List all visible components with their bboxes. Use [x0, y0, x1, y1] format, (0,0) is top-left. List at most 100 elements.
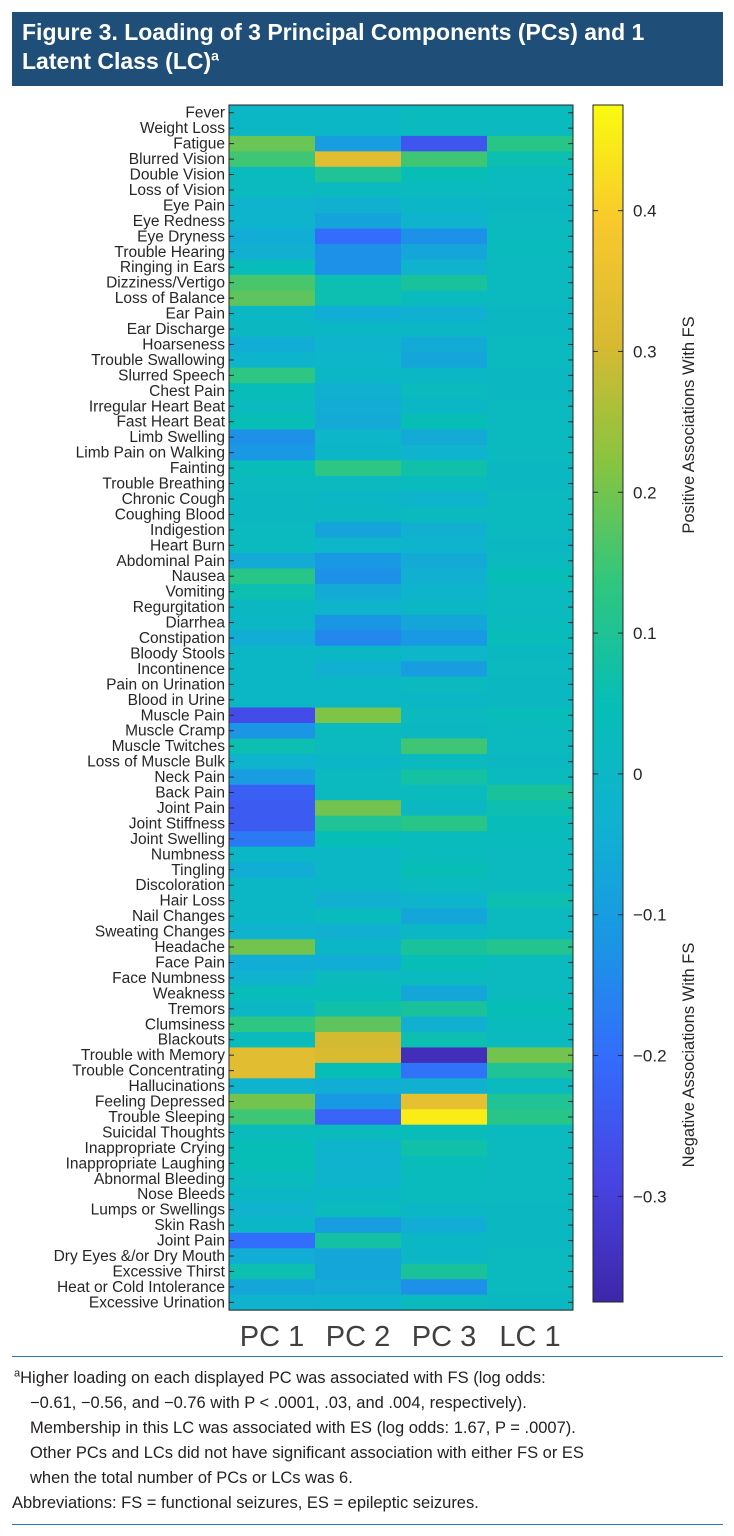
row-label: Double Vision — [130, 167, 225, 184]
heatmap-cells — [228, 104, 574, 1311]
heatmap-cell — [229, 336, 316, 353]
heatmap-cell — [315, 429, 402, 446]
heatmap-cell — [487, 305, 574, 322]
heatmap-cell — [229, 1263, 316, 1280]
heatmap-cell — [487, 1078, 574, 1095]
row-label: Weakness — [153, 985, 225, 1002]
heatmap-cell — [401, 923, 488, 940]
heatmap-cell — [229, 522, 316, 539]
heatmap-cell — [229, 537, 316, 554]
heatmap-cell — [487, 336, 574, 353]
heatmap-cell — [315, 367, 402, 384]
row-label: Fainting — [170, 460, 225, 477]
heatmap-cell — [487, 352, 574, 369]
heatmap-cell — [401, 1279, 488, 1296]
row-label: Trouble Breathing — [102, 476, 225, 493]
heatmap-cell — [401, 908, 488, 925]
row-label: Trouble Swallowing — [91, 352, 225, 369]
heatmap-cell — [401, 1232, 488, 1249]
heatmap-cell — [487, 583, 574, 600]
heatmap-cell — [487, 414, 574, 430]
heatmap-cell — [401, 1062, 488, 1079]
heatmap-cell — [315, 661, 402, 678]
row-label: Blood in Urine — [128, 692, 225, 709]
heatmap-cell — [315, 738, 402, 755]
heatmap-cell — [315, 707, 402, 724]
heatmap-cell — [487, 120, 574, 137]
heatmap-cell — [487, 630, 574, 647]
heatmap-cell — [229, 367, 316, 384]
row-label: Fast Heart Beat — [116, 414, 225, 431]
heatmap-cell — [315, 475, 402, 492]
heatmap-cell — [401, 336, 488, 353]
heatmap-cell — [315, 630, 402, 647]
heatmap-cell — [487, 676, 574, 693]
heatmap-cell — [315, 398, 402, 415]
heatmap-cell — [487, 321, 574, 338]
heatmap-cell — [401, 1032, 488, 1048]
heatmap-cell — [487, 970, 574, 987]
heatmap-cell — [401, 290, 488, 307]
colorbar-gradient — [592, 104, 624, 1303]
row-label: Inappropriate Crying — [85, 1140, 225, 1157]
heatmap-cell — [229, 753, 316, 770]
row-label: Abnormal Bleeding — [94, 1171, 225, 1188]
heatmap-cell — [487, 228, 574, 245]
row-label: Heart Burn — [150, 537, 225, 554]
colorbar-tick-label: −0.2 — [633, 1047, 667, 1066]
heatmap-cell — [229, 769, 316, 786]
heatmap-cell — [315, 676, 402, 693]
heatmap-cell — [315, 985, 402, 1002]
heatmap-cell — [487, 645, 574, 662]
heatmap-cell — [401, 645, 488, 662]
heatmap-cell — [401, 815, 488, 832]
row-label: Diarrhea — [166, 615, 226, 632]
row-label: Muscle Cramp — [125, 723, 225, 740]
heatmap-cell — [487, 259, 574, 276]
row-label: Suicidal Thoughts — [102, 1124, 225, 1141]
heatmap-cell — [401, 213, 488, 230]
heatmap-cell — [315, 923, 402, 940]
heatmap-cell — [401, 120, 488, 137]
heatmap-cell — [315, 877, 402, 894]
row-label: Trouble Hearing — [114, 244, 225, 261]
heatmap-cell — [401, 135, 488, 152]
heatmap-cell — [315, 568, 402, 585]
footnote-line: −0.61, −0.56, and −0.76 with P < .0001, … — [30, 1394, 527, 1412]
heatmap-cell — [401, 259, 488, 276]
heatmap-cell — [229, 1093, 316, 1110]
heatmap-cell — [229, 135, 316, 152]
heatmap-cell — [487, 429, 574, 446]
column-label: PC 1 — [240, 1321, 304, 1353]
heatmap-cell — [229, 614, 316, 631]
heatmap-cell — [401, 1171, 488, 1187]
row-label: Regurgitation — [133, 599, 225, 616]
row-label: Loss of Muscle Bulk — [87, 754, 225, 771]
heatmap-cell — [401, 274, 488, 291]
heatmap-cell — [401, 1001, 488, 1018]
heatmap-cell — [401, 1294, 488, 1311]
colorbar-tick-label: 0.2 — [633, 483, 657, 502]
heatmap-cell — [401, 568, 488, 585]
heatmap-cell — [315, 1032, 402, 1048]
heatmap-cell — [229, 429, 316, 446]
row-label: Inappropriate Laughing — [66, 1155, 225, 1172]
row-label: Sweating Changes — [95, 924, 225, 941]
heatmap-cell — [315, 228, 402, 245]
heatmap-cell — [401, 105, 488, 121]
heatmap-cell — [229, 1155, 316, 1172]
column-label: PC 2 — [326, 1321, 390, 1353]
heatmap-cell — [315, 120, 402, 137]
heatmap-cell — [401, 831, 488, 848]
column-labels: PC 1 PC 2 PC 3 LC 1 — [240, 1321, 561, 1353]
heatmap-cell — [315, 305, 402, 322]
footnote-a: aHigher loading on each displayed PC was… — [14, 1366, 726, 1491]
heatmap-cell — [315, 537, 402, 554]
heatmap-cell — [229, 923, 316, 940]
heatmap-cell — [315, 244, 402, 260]
heatmap-cell — [229, 120, 316, 137]
heatmap-cell — [229, 414, 316, 430]
heatmap-cell — [315, 1093, 402, 1110]
heatmap-cell — [229, 1294, 316, 1311]
